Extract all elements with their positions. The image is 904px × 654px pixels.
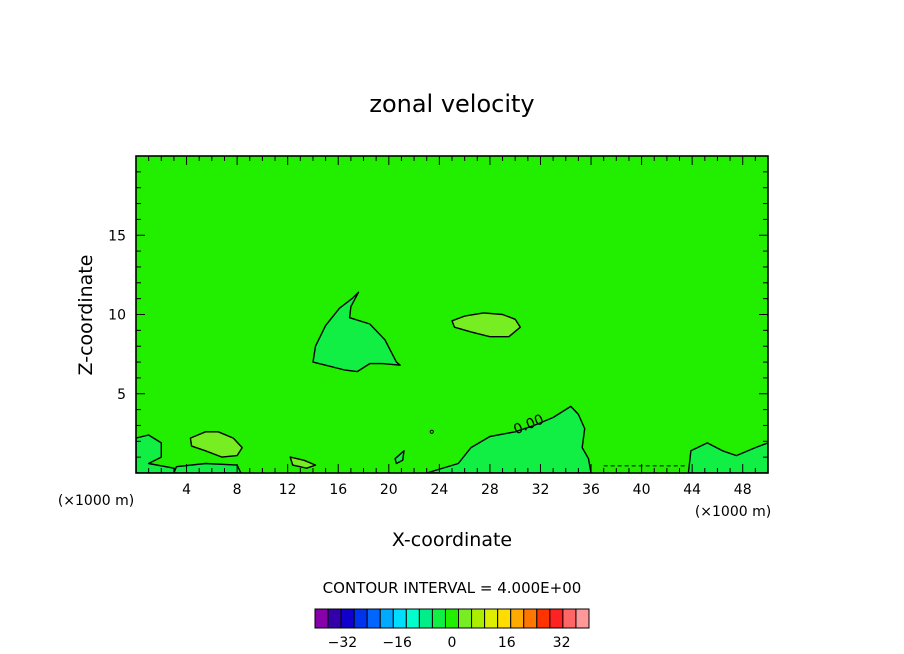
colorbar-swatch [444,608,460,629]
colorbar-swatch [484,608,499,629]
contour-lower-left-positive-blob [189,431,243,458]
colorbar-swatch [392,608,407,629]
colorbar-swatch [510,608,525,629]
field-background [136,156,768,473]
contour-right-edge-negative [687,442,768,473]
x-tick-label: 28 [481,482,499,498]
contour-interval-note: CONTOUR INTERVAL = 4.000E+00 [323,579,582,597]
chart-title: zonal velocity [369,90,534,118]
colorbar-swatch [379,608,394,629]
contour-lower-center-negative [426,405,592,473]
contour-small-blob-20 [394,450,405,465]
x-tick-label: 44 [683,482,701,498]
x-tick-label: 8 [233,482,242,498]
colorbar-swatch [523,608,538,629]
tiny-contour [429,429,434,434]
colorbar-swatch [418,608,433,629]
x-tick-label: 20 [380,482,398,498]
colorbar-swatch [431,608,446,629]
x-tick-label: 48 [734,482,752,498]
x-axis-label: X-coordinate [392,529,512,551]
colorbar-swatch [340,608,355,629]
colorbar-tick-label: 32 [553,635,571,651]
contour-field: 0.00 [136,156,768,473]
colorbar-swatch [353,608,368,629]
colorbar-swatch [497,608,512,629]
colorbar-swatch [314,608,329,629]
x-unit-note-right: (×1000 m) [695,504,771,520]
y-axis-label: Z-coordinate [75,255,97,376]
x-tick-label: 24 [430,482,448,498]
colorbar-swatch [562,608,577,629]
contour-mid-lower-blob [289,456,317,469]
y-tick-label: 15 [108,228,126,244]
colorbar-swatch [471,608,486,629]
y-tick-label: 5 [117,387,126,403]
colorbar-tick-label: 16 [498,635,516,651]
x-tick-label: 12 [279,482,297,498]
x-tick-label: 16 [329,482,347,498]
x-tick-label: 4 [182,482,191,498]
x-unit-note-left: (×1000 m) [58,493,134,509]
colorbar: −32 −16 0 16 32 [314,608,590,651]
colorbar-swatch [405,608,420,629]
colorbar-swatch [549,608,564,629]
colorbar-swatch [458,608,473,629]
x-tick-label: 36 [582,482,600,498]
colorbar-swatch [575,608,590,629]
colorbar-swatch [327,608,342,629]
colorbar-tick-label: −32 [328,635,358,651]
x-tick-label: 32 [532,482,550,498]
colorbar-swatch [536,608,551,629]
x-tick-label: 40 [633,482,651,498]
y-tick-label: 10 [108,308,126,324]
colorbar-tick-label: 0 [448,635,457,651]
contour-anvil-negative-region [312,291,401,373]
contour-upper-right-positive-blob [451,312,521,338]
colorbar-tick-label: −16 [382,635,412,651]
colorbar-swatch [366,608,381,629]
